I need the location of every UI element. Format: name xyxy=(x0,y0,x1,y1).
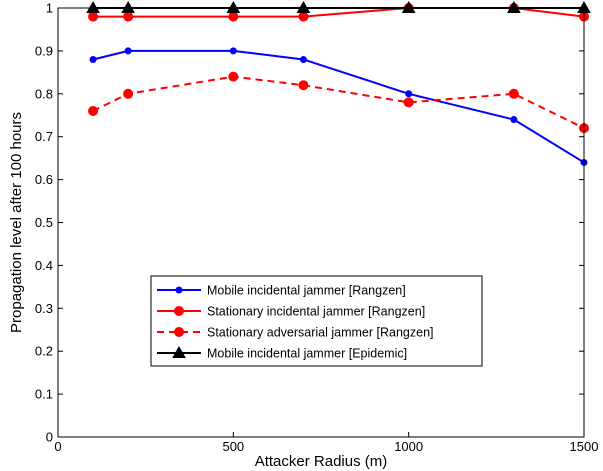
legend-label: Stationary incidental jammer [Rangzen] xyxy=(207,305,425,319)
legend-label: Mobile incidental jammer [Epidemic] xyxy=(207,347,407,361)
y-tick-label: 0.8 xyxy=(35,86,53,101)
data-point xyxy=(296,0,311,13)
legend-box xyxy=(150,275,483,367)
data-point xyxy=(508,88,519,99)
y-tick-label: 0 xyxy=(46,430,53,445)
data-point xyxy=(88,105,99,116)
legend-entry: Stationary adversarial jammer [Rangzen] xyxy=(157,326,434,340)
data-point xyxy=(86,0,100,13)
y-tick-label: 0.2 xyxy=(35,344,53,359)
x-tick-label: 500 xyxy=(222,439,244,454)
data-point xyxy=(228,71,239,82)
y-tick-label: 0.5 xyxy=(35,215,53,230)
y-tick-label: 0.9 xyxy=(35,43,53,58)
x-tick-label: 1000 xyxy=(394,439,423,454)
legend-swatch-marker xyxy=(174,327,184,337)
data-point xyxy=(405,90,413,98)
legend-swatch-marker xyxy=(172,345,186,358)
data-point xyxy=(228,11,239,22)
legend-entry: Mobile incidental jammer [Epidemic] xyxy=(157,345,407,361)
x-axis-label: Attacker Radius (m) xyxy=(255,453,388,470)
legend: Mobile incidental jammer [Rangzen] Statio… xyxy=(150,275,483,367)
y-tick-label: 0.7 xyxy=(35,129,53,144)
y-tick-label: 0.6 xyxy=(35,172,53,187)
y-tick-label: 1 xyxy=(46,1,53,16)
y-axis-label: Propagation level after 100 hours xyxy=(8,112,25,333)
data-point xyxy=(88,11,99,22)
legend-label: Mobile incidental jammer [Rangzen] xyxy=(207,284,406,298)
data-point xyxy=(123,88,134,99)
legend-swatch-marker xyxy=(174,306,184,316)
x-tick-label: 1500 xyxy=(570,439,599,454)
legend-swatch-marker xyxy=(175,286,183,294)
data-point xyxy=(510,116,518,124)
data-point xyxy=(121,0,135,13)
data-point xyxy=(507,0,521,13)
data-point xyxy=(123,11,134,22)
axis-ticks: 0 500 1000 1500 0 0.1 0.2 0.3 0.4 0.5 0.6 0.7 0.8 0.9… xyxy=(35,1,599,455)
legend-entry: Stationary incidental jammer [Rangzen] xyxy=(157,305,425,319)
series-3 xyxy=(88,71,589,134)
y-tick-label: 0.3 xyxy=(35,301,53,316)
legend-entry: Mobile incidental jammer [Rangzen] xyxy=(157,284,406,298)
y-tick-label: 0.1 xyxy=(35,387,53,402)
data-point xyxy=(298,80,309,91)
data-point xyxy=(124,47,132,55)
data-point xyxy=(298,11,309,22)
x-tick-label: 0 xyxy=(54,439,61,454)
data-point xyxy=(403,97,414,108)
data-point xyxy=(89,55,97,63)
series-1 xyxy=(89,47,588,166)
legend-label: Stationary adversarial jammer [Rangzen] xyxy=(207,326,434,340)
data-point xyxy=(229,47,237,55)
y-tick-label: 0.4 xyxy=(35,258,53,273)
data-point xyxy=(299,55,307,63)
